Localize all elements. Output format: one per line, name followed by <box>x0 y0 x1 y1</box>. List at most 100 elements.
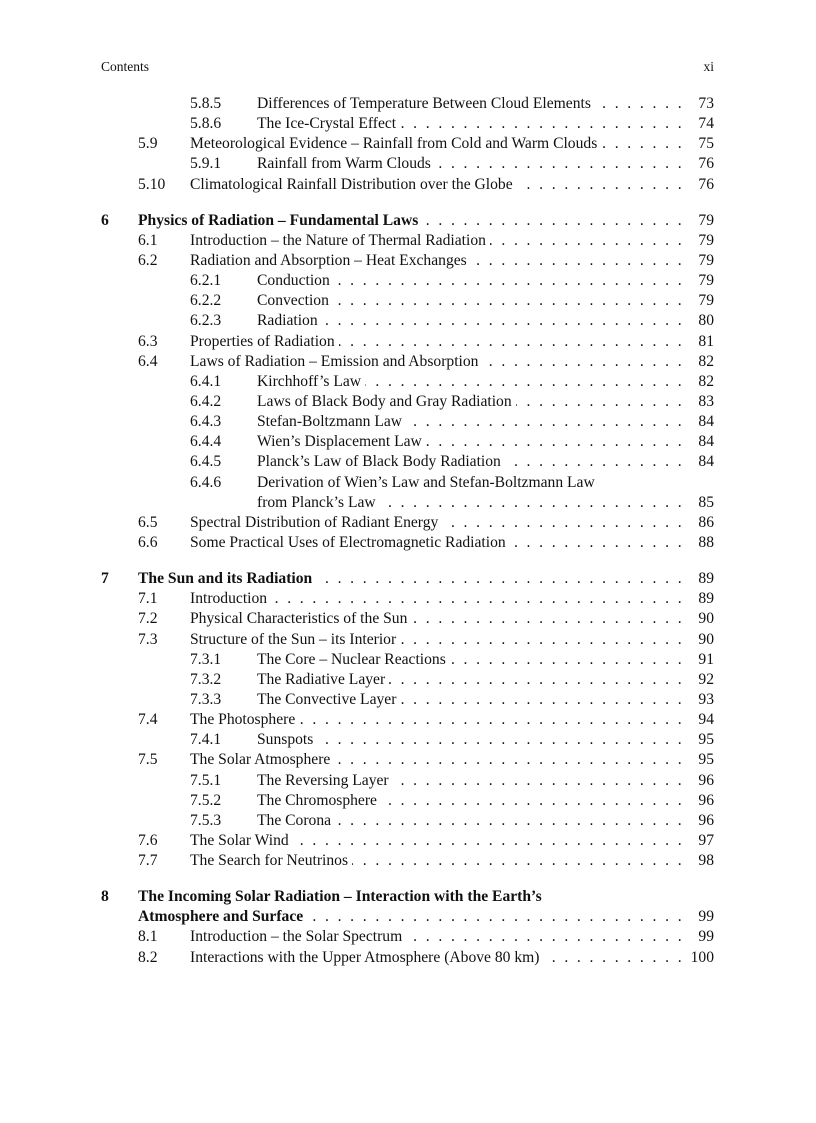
toc-entry[interactable]: 5.9.1 Rainfall from Warm Clouds . . . . .… <box>101 154 714 174</box>
toc-entry-page: 84 <box>698 433 714 451</box>
toc-entry-title: Kirchhoff’s Law <box>257 372 362 390</box>
toc-entry[interactable]: 6.4.4 Wien’s Displacement Law . . . . . .… <box>101 432 714 452</box>
toc-entry[interactable]: 6.2 Radiation and Absorption – Heat Excha… <box>101 251 714 271</box>
toc-entry-number: 6.2.2 <box>190 292 222 310</box>
toc-entry-number: 8 <box>101 888 109 906</box>
toc-entry-page: 91 <box>698 650 714 668</box>
dot-leader: . . . . . . . . . . . . . . . . . . . . … <box>442 513 684 531</box>
toc-entry-title: Structure of the Sun – its Interior <box>190 630 397 648</box>
dot-leader: . . . . . . . . . . . . . . . . . . . . … <box>400 630 684 648</box>
dot-leader: . . . . . . . . . . . . . . . . . . . . … <box>406 928 684 946</box>
dot-leader: . . . . . . . . . . . . . . . . . . . . … <box>352 852 684 870</box>
toc-entry[interactable]: 7.5.2 The Chromosphere . . . . . . . . . … <box>101 791 714 811</box>
toc-entry[interactable]: 5.10 Climatological Rainfall Distribution… <box>101 175 714 195</box>
toc-entry[interactable]: 6.3 Properties of Radiation . . . . . . .… <box>101 332 714 352</box>
toc-entry-page: 95 <box>698 751 714 769</box>
toc-entry-number: 6.2 <box>138 251 158 269</box>
toc-entry[interactable]: 6.4.1 Kirchhoff’s Law . . . . . . . . . .… <box>101 372 714 392</box>
toc-entry-page <box>684 473 714 493</box>
toc-entry-number: 6.4.3 <box>190 413 222 431</box>
dot-leader: . . . . . . . . . . . . . . . . . . . . … <box>316 570 684 588</box>
toc-entry-page: 82 <box>698 372 714 390</box>
toc-entry-number: 6.2.1 <box>190 272 222 290</box>
toc-entry[interactable]: 5.8.6 The Ice-Crystal Effect . . . . . . … <box>101 114 714 134</box>
toc-entry[interactable]: 6.2.1 Conduction . . . . . . . . . . . . … <box>101 271 714 291</box>
toc-entry[interactable]: 7.3.3 The Convective Layer . . . . . . . … <box>101 690 714 710</box>
toc-entry-number: 7.3.3 <box>190 690 222 708</box>
toc-entry[interactable]: 6.4.6 Derivation of Wien’s Law and Stefan… <box>101 473 714 493</box>
toc-entry[interactable]: 7.5.3 The Corona . . . . . . . . . . . . … <box>101 811 714 831</box>
dot-leader: . . . . . . . . . . . . . . . . . . . . … <box>393 771 684 789</box>
toc-entry-title: The Photosphere <box>190 711 296 729</box>
toc-entry[interactable]: 7.4 The Photosphere . . . . . . . . . . .… <box>101 710 714 730</box>
toc-entry-page: 89 <box>698 570 714 588</box>
toc-entry-page: 89 <box>698 590 714 608</box>
toc-entry[interactable]: 7.3.2 The Radiative Layer . . . . . . . .… <box>101 670 714 690</box>
toc-entry-number: 5.8.5 <box>190 95 222 112</box>
dot-leader: . . . . . . . . . . . . . . . . . . . . … <box>333 292 684 310</box>
toc-entry-number: 7.5.2 <box>190 791 222 809</box>
toc-entry-number: 7.4.1 <box>190 731 222 749</box>
toc-entry-number: 7.3.1 <box>190 650 222 668</box>
toc-entry[interactable]: 6.4 Laws of Radiation – Emission and Abso… <box>101 352 714 372</box>
toc-entry-number: 8.2 <box>138 948 158 966</box>
toc-entry-page: 84 <box>698 413 714 431</box>
toc-entry-continuation[interactable]: from Planck’s Law . . . . . . . . . . . … <box>101 493 714 513</box>
toc-entry-page: 88 <box>698 533 714 551</box>
toc-entry[interactable]: 8 The Incoming Solar Radiation – Interact… <box>101 887 714 907</box>
toc-entry[interactable]: 7.5.1 The Reversing Layer . . . . . . . .… <box>101 771 714 791</box>
dot-leader: . . . . . . . . . . . . . . . . . . . . … <box>435 155 684 173</box>
toc-entry-title: The Solar Wind <box>190 831 289 849</box>
toc-entry-page: 79 <box>698 211 714 229</box>
toc-entry-number: 6.4.5 <box>190 453 222 471</box>
toc-entry-title: Properties of Radiation <box>190 332 335 350</box>
toc-entry-page: 96 <box>698 811 714 829</box>
toc-entry-title: The Incoming Solar Radiation – Interacti… <box>138 888 542 906</box>
toc-entry[interactable]: 7.1 Introduction . . . . . . . . . . . . … <box>101 589 714 609</box>
toc-entry[interactable]: 7.6 The Solar Wind . . . . . . . . . . . … <box>101 831 714 851</box>
dot-leader: . . . . . . . . . . . . . . . . . . . . … <box>595 95 684 112</box>
toc-entry-page: 93 <box>698 690 714 708</box>
toc-entry[interactable]: 6.4.3 Stefan-Boltzmann Law . . . . . . . … <box>101 412 714 432</box>
toc-entry[interactable]: 7.4.1 Sunspots . . . . . . . . . . . . . … <box>101 730 714 750</box>
toc-entry-page: 84 <box>698 453 714 471</box>
toc-entry[interactable]: 6.4.5 Planck’s Law of Black Body Radiatio… <box>101 452 714 472</box>
toc-entry[interactable]: 6.2.3 Radiation . . . . . . . . . . . . .… <box>101 311 714 331</box>
toc-entry-title: The Ice-Crystal Effect <box>257 115 397 133</box>
toc-entry[interactable]: 7.7 The Search for Neutrinos . . . . . . … <box>101 851 714 871</box>
dot-leader: . . . . . . . . . . . . . . . . . . . . … <box>271 590 684 608</box>
toc-entry[interactable]: 5.9 Meteorological Evidence – Rainfall fr… <box>101 134 714 154</box>
toc-entry-title: Meteorological Evidence – Rainfall from … <box>190 135 598 153</box>
toc-entry-page: 98 <box>698 852 714 870</box>
toc-entry-number: 5.8.6 <box>190 115 222 133</box>
toc-entry-continuation[interactable]: Atmosphere and Surface . . . . . . . . .… <box>101 907 714 927</box>
dot-leader: . . . . . . . . . . . . . . . . . . . . … <box>380 493 684 511</box>
toc-entry[interactable]: 7.5 The Solar Atmosphere . . . . . . . . … <box>101 750 714 770</box>
toc-entry[interactable]: 7.3 Structure of the Sun – its Interior .… <box>101 630 714 650</box>
toc-entry-page: 85 <box>698 493 714 511</box>
toc-entry[interactable]: 7.3.1 The Core – Nuclear Reactions . . . … <box>101 650 714 670</box>
toc-entry[interactable]: 6.4.2 Laws of Black Body and Gray Radiati… <box>101 392 714 412</box>
toc-entry-title: Spectral Distribution of Radiant Energy <box>190 513 439 531</box>
toc-entry-page: 90 <box>698 610 714 628</box>
toc-entry[interactable]: 8.1 Introduction – the Solar Spectrum . .… <box>101 927 714 947</box>
toc-entry[interactable]: 8.2 Interactions with the Upper Atmospher… <box>101 948 714 968</box>
toc-entry[interactable]: 6.1 Introduction – the Nature of Thermal … <box>101 231 714 251</box>
toc-entry[interactable]: 6.2.2 Convection . . . . . . . . . . . . … <box>101 291 714 311</box>
toc-entry[interactable]: 6 Physics of Radiation – Fundamental Laws… <box>101 211 714 231</box>
toc-entry-title: The Convective Layer <box>257 690 397 708</box>
toc-entry[interactable]: 7.2 Physical Characteristics of the Sun .… <box>101 609 714 629</box>
toc-entry-number: 7 <box>101 570 109 588</box>
toc-entry[interactable]: 5.8.5 Differences of Temperature Between … <box>101 94 714 114</box>
toc-entry-page: 73 <box>698 95 714 112</box>
toc-entry[interactable]: 6.6 Some Practical Uses of Electromagneti… <box>101 533 714 553</box>
toc-entry-number: 7.1 <box>138 590 158 608</box>
toc-entry[interactable]: 6.5 Spectral Distribution of Radiant Ener… <box>101 513 714 533</box>
running-header-title: Contents <box>101 59 150 74</box>
toc-entry-page: 76 <box>698 175 714 193</box>
toc-entry-title: Derivation of Wien’s Law and Stefan-Bolt… <box>257 473 595 491</box>
toc-entry-number: 6.4.4 <box>190 433 222 451</box>
toc-entry-number: 6.3 <box>138 332 158 350</box>
toc-entry[interactable]: 7 The Sun and its Radiation . . . . . . .… <box>101 569 714 589</box>
dot-leader: . . . . . . . . . . . . . . . . . . . . … <box>482 352 684 370</box>
